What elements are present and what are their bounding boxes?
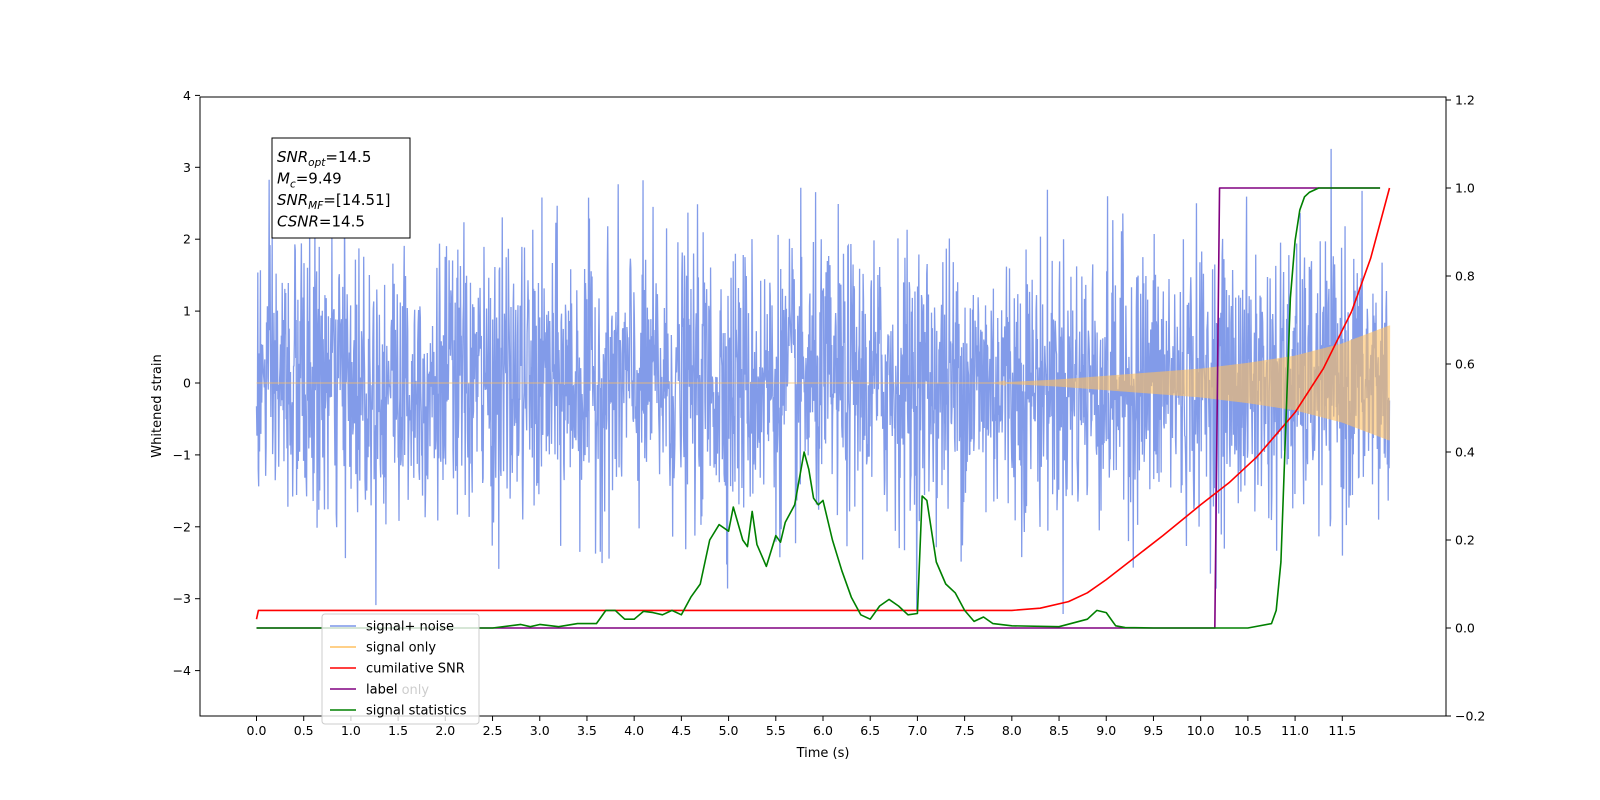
annotation-symbol: CSNR bbox=[277, 213, 319, 231]
x-tick-label: 4.0 bbox=[624, 723, 644, 738]
x-tick-label: 1.5 bbox=[388, 723, 408, 738]
x-tick-label: 3.0 bbox=[530, 723, 550, 738]
y2-tick-label: 1.0 bbox=[1455, 181, 1475, 196]
y-tick-label: −3 bbox=[173, 591, 191, 606]
legend-entry-label: label bbox=[366, 683, 397, 698]
x-tick-label: 3.5 bbox=[577, 723, 597, 738]
y-axis-right: 1.2 1.0 0.8 0.6 0.4 0.2 0.0 −0.2 bbox=[1446, 93, 1485, 724]
legend-entry-label: signal only bbox=[366, 641, 436, 656]
y2-tick-label: 0.0 bbox=[1455, 621, 1475, 636]
y-tick-label: 3 bbox=[183, 160, 191, 175]
annotation-frame bbox=[271, 137, 411, 239]
x-tick-label: 1.0 bbox=[341, 723, 361, 738]
series-signal-statistics bbox=[256, 187, 1381, 629]
y-axis-label: Whitened strain bbox=[150, 354, 165, 457]
x-tick-label: 8.0 bbox=[1002, 723, 1022, 738]
y2-tick-label: 0.2 bbox=[1455, 533, 1475, 548]
x-tick-label: 5.5 bbox=[766, 723, 786, 738]
x-tick-label: 2.0 bbox=[435, 723, 455, 738]
x-tick-label: 6.0 bbox=[813, 723, 833, 738]
y-tick-label: −4 bbox=[173, 663, 191, 678]
annotation-subscript: opt bbox=[308, 157, 326, 169]
annotation-line: Mc=9.49 bbox=[277, 170, 342, 191]
annotation-line: SNRopt=14.5 bbox=[277, 148, 371, 169]
x-tick-label: 9.0 bbox=[1096, 723, 1116, 738]
annotation-line: CSNR=14.5 bbox=[277, 213, 365, 231]
series-signal-only bbox=[256, 325, 1391, 441]
y-tick-label: −2 bbox=[173, 519, 191, 534]
x-tick-label: 6.5 bbox=[860, 723, 880, 738]
y2-tick-label: 0.4 bbox=[1455, 445, 1475, 460]
annotation-value: =14.5 bbox=[325, 148, 371, 166]
x-tick-label: 0.5 bbox=[294, 723, 314, 738]
annotation-line: SNRMF=[14.51] bbox=[277, 191, 391, 212]
x-tick-label: 7.0 bbox=[907, 723, 927, 738]
annotation-symbol: SNR bbox=[277, 148, 308, 166]
y-tick-label: 2 bbox=[183, 232, 191, 247]
y2-tick-label: 1.2 bbox=[1455, 93, 1475, 108]
x-axis-label: Time (s) bbox=[796, 746, 850, 761]
x-tick-label: 10.5 bbox=[1234, 723, 1262, 738]
x-tick-label: 11.0 bbox=[1281, 723, 1309, 738]
x-tick-label: 5.0 bbox=[719, 723, 739, 738]
y-tick-label: 4 bbox=[183, 88, 191, 103]
x-tick-label: 8.5 bbox=[1049, 723, 1069, 738]
y-tick-label: −1 bbox=[173, 447, 191, 462]
legend-entry-label: signal+ noise bbox=[366, 620, 454, 635]
annotation-symbol: M bbox=[277, 170, 290, 188]
annotation-value: =9.49 bbox=[296, 170, 342, 188]
plot-area bbox=[255, 148, 1391, 629]
legend-entry-label: cumilative SNR bbox=[366, 662, 465, 677]
series-label bbox=[256, 187, 1381, 629]
x-tick-label: 2.5 bbox=[483, 723, 503, 738]
y-tick-label: 1 bbox=[183, 304, 191, 319]
series-signal-noise bbox=[255, 148, 1391, 615]
x-tick-label: 9.5 bbox=[1144, 723, 1164, 738]
x-tick-label: 10.0 bbox=[1187, 723, 1215, 738]
x-axis: 0.0 0.5 1.0 1.5 2.0 2.5 3.0 3.5 4.0 4.5 5.0 5.5 6.0 6… bbox=[247, 716, 1356, 738]
x-tick-label: 11.5 bbox=[1328, 723, 1356, 738]
y2-tick-label: −0.2 bbox=[1455, 709, 1485, 724]
annotation-subscript: MF bbox=[308, 200, 324, 212]
y2-tick-label: 0.6 bbox=[1455, 357, 1475, 372]
y2-tick-label: 0.8 bbox=[1455, 269, 1475, 284]
y-axis-left: 4 3 2 1 0 −1 −2 −3 −4 bbox=[173, 88, 200, 678]
annotation-symbol: SNR bbox=[277, 191, 308, 209]
legend-frame bbox=[321, 613, 480, 725]
series-cumulative-snr bbox=[255, 187, 1391, 620]
x-tick-label: 4.5 bbox=[671, 723, 691, 738]
y-tick-label: 0 bbox=[183, 376, 191, 391]
annotation-value: =[14.51] bbox=[323, 191, 390, 209]
x-tick-label: 0.0 bbox=[247, 723, 267, 738]
annotation-value: =14.5 bbox=[319, 213, 365, 231]
x-tick-label: 7.5 bbox=[955, 723, 975, 738]
legend-entry-label: signal statistics bbox=[366, 704, 467, 719]
annotation-subscript: c bbox=[290, 179, 296, 191]
